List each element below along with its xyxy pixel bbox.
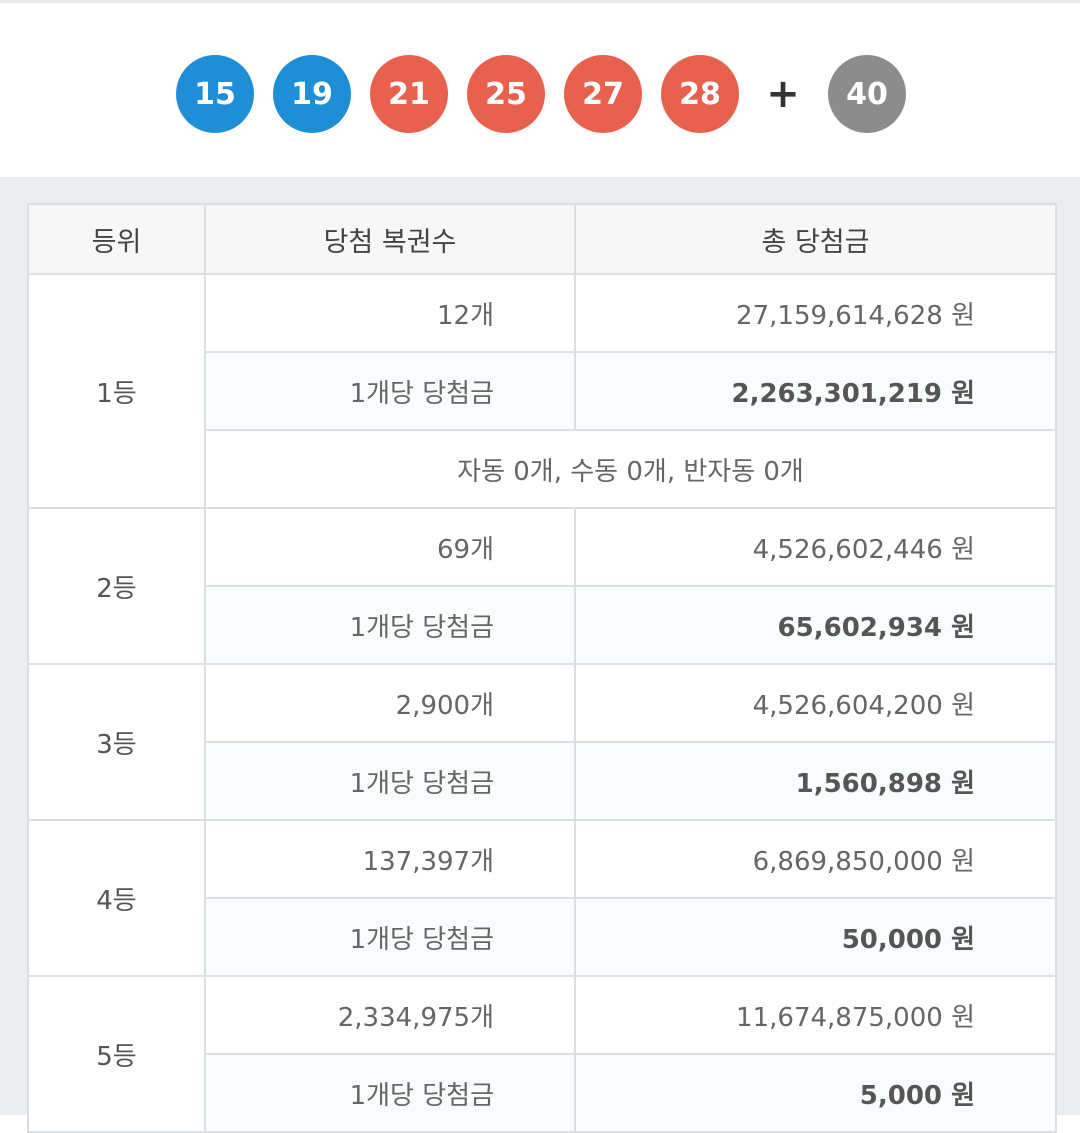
table-header-row: 등위 당첨 복권수 총 당첨금 [27,203,1057,275]
total-prize: 4,526,602,446 원 [574,507,1057,587]
per-prize: 65,602,934 원 [574,585,1057,665]
table-row: 5등 2,334,975개 11,674,875,000 원 [27,975,1057,1133]
per-label: 1개당 당첨금 [204,897,576,977]
table-row: 1개당 당첨금 1,560,898 원 [28,741,1057,821]
header-total: 총 당첨금 [574,203,1057,275]
purchase-type-note: 자동 0개, 수동 0개, 반자동 0개 [204,429,1057,509]
per-prize: 50,000 원 [574,897,1057,977]
table-row: 1등 12개 27,159,614,628 원 [27,273,1057,509]
rank-label: 2등 [27,507,206,665]
per-label: 1개당 당첨금 [204,741,576,821]
plus-sign: + [766,71,800,117]
total-prize: 4,526,604,200 원 [574,663,1057,743]
total-prize: 6,869,850,000 원 [574,819,1057,899]
number-ball: 15 [176,55,254,133]
per-label: 1개당 당첨금 [204,585,576,665]
winner-count: 137,397개 [204,819,576,899]
bonus-ball: 40 [828,55,906,133]
winner-count: 69개 [204,507,576,587]
table-row: 3등 2,900개 4,526,604,200 원 [27,663,1057,821]
per-prize: 5,000 원 [574,1053,1057,1133]
total-prize: 11,674,875,000 원 [574,975,1057,1055]
table-row: 자동 0개, 수동 0개, 반자동 0개 [28,429,1057,509]
results-panel: 등위 당첨 복권수 총 당첨금 1등 12개 27,159,614,628 원 … [0,177,1080,1133]
winner-count: 2,334,975개 [204,975,576,1055]
number-ball: 21 [370,55,448,133]
winning-numbers: 15 19 21 25 27 28 + 40 [0,3,1080,177]
number-ball: 28 [661,55,739,133]
table-row: 1개당 당첨금 50,000 원 [28,897,1057,977]
rank-label: 5등 [27,975,206,1133]
table-row: 1개당 당첨금 65,602,934 원 [28,585,1057,665]
rank-label: 1등 [27,273,206,509]
number-ball: 25 [467,55,545,133]
number-ball: 27 [564,55,642,133]
rank-label: 3등 [27,663,206,821]
number-ball: 19 [273,55,351,133]
prize-table: 등위 당첨 복권수 총 당첨금 1등 12개 27,159,614,628 원 … [27,203,1057,1133]
per-prize: 2,263,301,219 원 [574,351,1057,431]
header-count: 당첨 복권수 [204,203,576,275]
total-prize: 27,159,614,628 원 [574,273,1057,353]
table-row: 2등 69개 4,526,602,446 원 [27,507,1057,665]
table-row: 4등 137,397개 6,869,850,000 원 [27,819,1057,977]
per-label: 1개당 당첨금 [204,351,576,431]
per-label: 1개당 당첨금 [204,1053,576,1133]
per-prize: 1,560,898 원 [574,741,1057,821]
table-row: 1개당 당첨금 2,263,301,219 원 [28,351,1057,431]
header-rank: 등위 [27,203,206,275]
rank-label: 4등 [27,819,206,977]
winner-count: 2,900개 [204,663,576,743]
top-divider [0,0,1080,3]
winner-count: 12개 [204,273,576,353]
